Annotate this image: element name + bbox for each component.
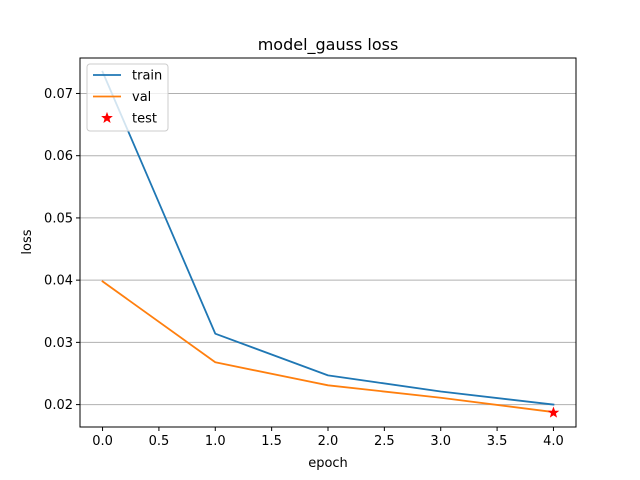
x-tick-label: 1.5 xyxy=(261,434,282,449)
y-tick-label: 0.07 xyxy=(44,87,73,102)
y-axis-ticks: 0.02 0.03 0.04 0.05 0.06 0.07 xyxy=(44,87,80,413)
series-train-line xyxy=(101,70,555,406)
legend-train-label: train xyxy=(132,69,162,84)
series-test-marker xyxy=(547,406,560,418)
y-tick-label: 0.03 xyxy=(44,336,73,351)
legend: train val test xyxy=(86,63,169,132)
x-tick-label: 3.5 xyxy=(487,434,508,449)
series-layer xyxy=(101,70,560,418)
y-axis-label: loss xyxy=(20,229,35,254)
series-val-line xyxy=(101,280,555,414)
y-tick-label: 0.02 xyxy=(44,398,73,413)
chart-title: model_gauss loss xyxy=(258,35,399,55)
legend-test-label: test xyxy=(132,112,157,127)
legend-val-label: val xyxy=(132,90,151,105)
x-tick-label: 0.0 xyxy=(92,434,113,449)
y-tick-label: 0.05 xyxy=(44,211,73,226)
legend-test-swatch xyxy=(101,111,113,123)
y-tick-label: 0.06 xyxy=(44,149,73,164)
x-tick-label: 4.0 xyxy=(543,434,564,449)
x-tick-label: 1.0 xyxy=(205,434,226,449)
y-tick-label: 0.04 xyxy=(44,274,73,289)
x-axis-label: epoch xyxy=(308,456,348,471)
x-tick-label: 3.0 xyxy=(430,434,451,449)
x-tick-label: 0.5 xyxy=(149,434,170,449)
grid-lines xyxy=(80,92,576,406)
x-tick-label: 2.5 xyxy=(374,434,395,449)
x-axis-ticks: 0.0 0.5 1.0 1.5 2.0 2.5 3.0 3.5 4.0 xyxy=(92,427,564,449)
x-tick-label: 2.0 xyxy=(318,434,339,449)
